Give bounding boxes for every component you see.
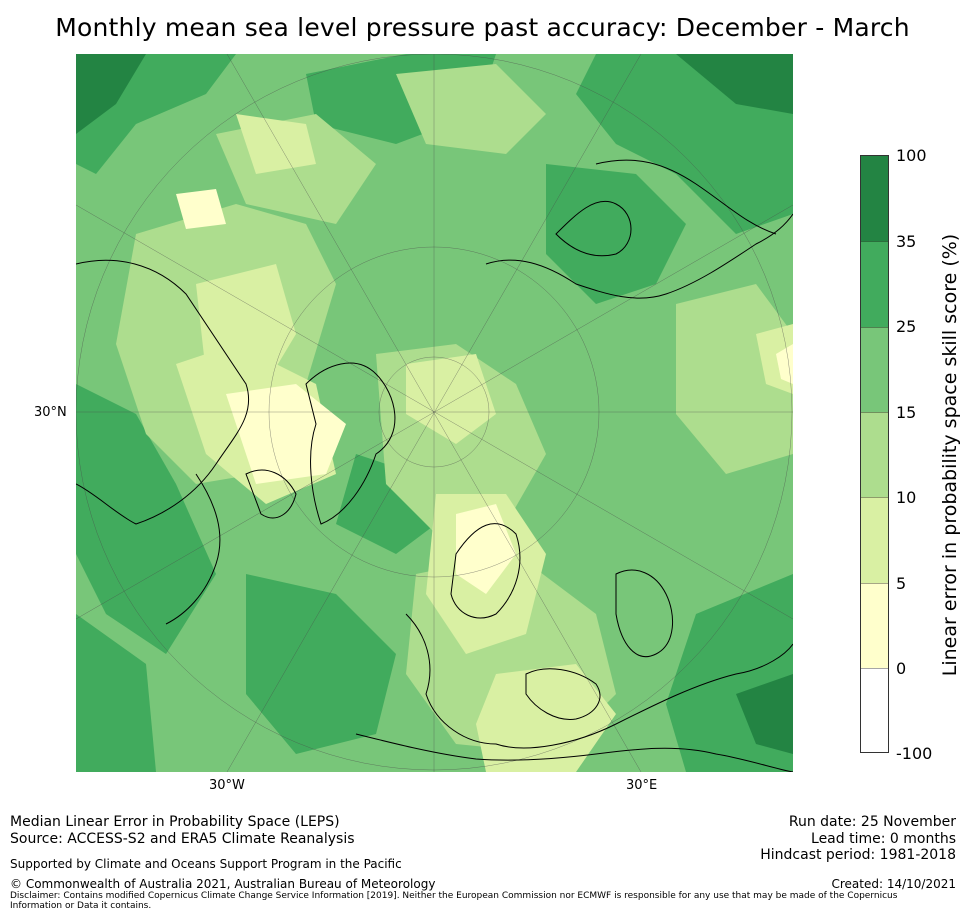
region-lowest-skill bbox=[226, 384, 346, 484]
colorbar bbox=[860, 155, 889, 753]
longitude-tick-label: 30°E bbox=[626, 778, 658, 793]
longitude-tick-label: 30°W bbox=[209, 778, 245, 793]
region-very-high-skill bbox=[736, 674, 793, 754]
lead-time: Lead time: 0 months bbox=[811, 831, 956, 847]
colorbar-tick-label: -100 bbox=[896, 744, 933, 763]
colorbar-title: Linear error in probability space skill … bbox=[939, 233, 961, 677]
coastline-caspian bbox=[615, 569, 674, 657]
meridian-line bbox=[226, 54, 642, 772]
footer-support: Supported by Climate and Oceans Support … bbox=[10, 857, 402, 871]
region-very-high-skill bbox=[676, 54, 793, 114]
footer-disclaimer: Disclaimer: Contains modified Copernicus… bbox=[10, 891, 898, 911]
colorbar-segment-15-25 bbox=[861, 327, 888, 412]
colorbar-segment-0-5 bbox=[861, 583, 888, 668]
created-date: Created: 14/10/2021 bbox=[831, 877, 956, 891]
colorbar-tick-label: 10 bbox=[896, 488, 917, 507]
coastlines bbox=[76, 159, 793, 772]
region-high-skill bbox=[546, 164, 686, 304]
colorbar-segment-35-100 bbox=[861, 156, 888, 241]
coastline-taymyr bbox=[595, 159, 777, 235]
coastline-north-america bbox=[76, 259, 250, 525]
region-low-skill bbox=[406, 354, 496, 444]
coastline-black-sea bbox=[525, 668, 601, 720]
colorbar-segment-25-35 bbox=[861, 241, 888, 327]
meridian-line bbox=[76, 204, 793, 620]
colorbar-tick-label: 25 bbox=[896, 317, 917, 336]
region-low-skill bbox=[236, 114, 316, 174]
coastline-scandinavia bbox=[450, 523, 521, 619]
colorbar-segment-5-10 bbox=[861, 497, 888, 583]
colorbar-tick-label: 5 bbox=[896, 574, 907, 593]
skill-score-map bbox=[76, 54, 793, 772]
graticule bbox=[76, 54, 793, 772]
colorbar-tick-label: 35 bbox=[896, 232, 917, 251]
footer-method: Median Linear Error in Probability Space… bbox=[10, 814, 340, 830]
region-low-skill bbox=[476, 664, 616, 772]
coastline-siberia bbox=[485, 213, 793, 299]
region-high-skill bbox=[76, 614, 156, 772]
region-lowest-skill bbox=[456, 504, 516, 594]
region-high-skill bbox=[246, 574, 396, 754]
footer-source: Source: ACCESS-S2 and ERA5 Climate Reana… bbox=[10, 831, 355, 847]
coastline-baffin-island bbox=[245, 469, 297, 519]
coastline-greenland bbox=[305, 362, 396, 525]
region-very-high-skill bbox=[76, 54, 146, 134]
map-canvas bbox=[76, 54, 793, 772]
coastline-hudson-bay bbox=[165, 473, 221, 625]
colorbar-tick-label: 0 bbox=[896, 659, 907, 678]
region-lowest-skill bbox=[176, 189, 226, 229]
colorbar-tick-label: 100 bbox=[896, 146, 927, 165]
colorbar-tick-label: 15 bbox=[896, 403, 917, 422]
hindcast-period: Hindcast period: 1981-2018 bbox=[760, 847, 956, 863]
coastline-europe bbox=[405, 613, 793, 749]
latitude-tick-label: 30°N bbox=[34, 405, 67, 420]
footer-copyright: © Commonwealth of Australia 2021, Austra… bbox=[10, 877, 436, 891]
coastline-novaya-zemlya bbox=[555, 200, 632, 257]
region-high-skill bbox=[76, 384, 216, 654]
colorbar-segment-10-15 bbox=[861, 412, 888, 497]
region-moderate-skill bbox=[396, 64, 546, 154]
run-date: Run date: 25 November bbox=[788, 814, 956, 830]
region-moderate-skill bbox=[676, 284, 793, 474]
region-lowest-skill bbox=[776, 344, 793, 384]
coastline-mediterranean bbox=[355, 733, 793, 772]
chart-title: Monthly mean sea level pressure past acc… bbox=[55, 13, 910, 42]
colorbar-segment-neg100-0 bbox=[861, 668, 888, 752]
